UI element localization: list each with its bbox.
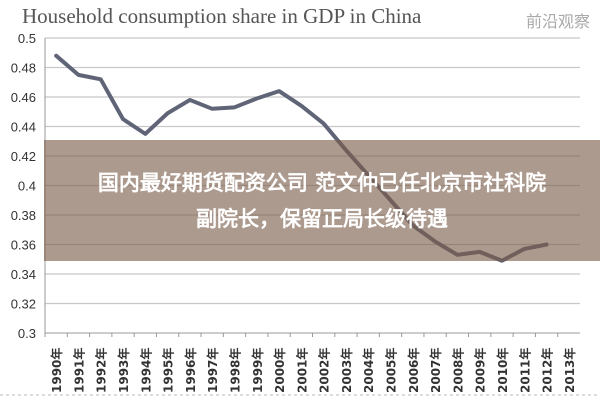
y-tick-label: 0.5 <box>18 31 36 46</box>
x-tick-label: 1991年 <box>71 348 86 393</box>
x-tick-label: 1993年 <box>116 348 131 393</box>
x-tick-label: 1994年 <box>138 348 153 393</box>
watermark: 前沿观察 <box>525 12 590 31</box>
y-tick-label: 0.48 <box>11 61 36 76</box>
x-tick-label: 1999年 <box>250 348 265 393</box>
y-tick-label: 0.36 <box>11 238 36 253</box>
y-tick-label: 0.42 <box>11 149 36 164</box>
x-tick-label: 1997年 <box>205 348 220 393</box>
headline-line-1: 国内最好期货配资公司 范文仲已任北京市社科院 <box>97 170 547 195</box>
y-tick-label: 0.46 <box>11 90 36 105</box>
x-tick-label: 2007年 <box>428 348 443 393</box>
x-tick-label: 1998年 <box>227 348 242 393</box>
y-tick-label: 0.38 <box>11 208 36 223</box>
x-tick-label: 2010年 <box>495 348 510 393</box>
x-tick-label: 2001年 <box>294 348 309 393</box>
x-tick-label: 2002年 <box>317 348 332 393</box>
headline-banner: 国内最好期货配资公司 范文仲已任北京市社科院 副院长，保留正局长级待遇 <box>44 140 600 261</box>
x-tick-label: 1995年 <box>161 348 176 393</box>
x-tick-label: 2008年 <box>450 348 465 393</box>
x-tick-label: 2011年 <box>517 348 532 393</box>
chart-title: Household consumption share in GDP in Ch… <box>22 4 422 28</box>
x-tick-label: 2000年 <box>272 348 287 393</box>
y-tick-label: 0.44 <box>11 120 36 135</box>
x-tick-label: 2006年 <box>406 348 421 393</box>
headline-line-2: 副院长，保留正局长级待遇 <box>196 206 448 231</box>
x-tick-label: 1990年 <box>49 348 64 393</box>
y-tick-label: 0.32 <box>11 297 36 312</box>
y-tick-label: 0.34 <box>11 267 36 282</box>
x-tick-label: 2004年 <box>361 348 376 393</box>
x-tick-label: 2009年 <box>473 348 488 393</box>
x-tick-label: 2005年 <box>384 348 399 393</box>
y-tick-label: 0.3 <box>18 326 36 341</box>
x-tick-label: 2013年 <box>562 348 577 393</box>
x-tick-label: 1996年 <box>183 348 198 393</box>
x-tick-label: 2012年 <box>540 348 555 393</box>
x-tick-label: 1992年 <box>94 348 109 393</box>
y-tick-label: 0.4 <box>18 179 36 194</box>
x-tick-label: 2003年 <box>339 348 354 393</box>
